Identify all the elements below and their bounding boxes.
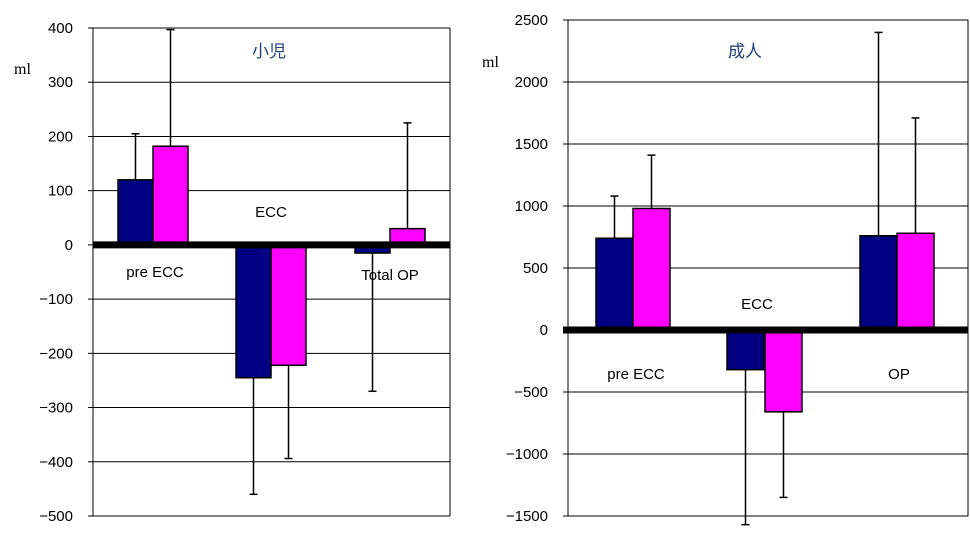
- y-tick-label: 0: [65, 237, 73, 254]
- bar: [764, 329, 803, 413]
- y-tick-label: 500: [523, 260, 548, 277]
- bar: [595, 237, 634, 331]
- y-tick-label: 300: [48, 74, 73, 91]
- category-label: ECC: [741, 296, 773, 313]
- y-tick-label: −400: [39, 454, 73, 471]
- bar: [270, 244, 307, 367]
- category-label: Total OP: [361, 267, 419, 284]
- bar: [859, 235, 898, 331]
- chart-title: 小児: [252, 42, 286, 62]
- bar: [726, 329, 765, 371]
- chart-title: 成人: [728, 42, 762, 62]
- category-label: ECC: [255, 204, 287, 221]
- y-axis-unit-label: ml: [482, 54, 499, 71]
- y-tick-label: 2000: [515, 74, 548, 91]
- y-tick-label: −500: [39, 508, 73, 525]
- y-tick-label: 2500: [515, 12, 548, 29]
- y-tick-label: −200: [39, 345, 73, 362]
- category-label: OP: [888, 366, 910, 383]
- bar: [152, 145, 189, 246]
- category-label: pre ECC: [607, 366, 665, 383]
- y-tick-label: −1000: [506, 446, 548, 463]
- bar: [235, 244, 272, 379]
- chart-panel-children: −500 −400 −300 −200 −100 0 100 200 300 400 pre ECC…: [14, 20, 451, 525]
- y-tick-label: −500: [514, 384, 548, 401]
- y-tick-label: −300: [39, 400, 73, 417]
- bar: [896, 232, 935, 331]
- y-tick-label: 100: [48, 183, 73, 200]
- chart-panel-adults: −1500 −1000 −500 0 500 1000 1500 2000 2500 pre EC…: [482, 12, 969, 526]
- y-tick-label: 1000: [515, 198, 548, 215]
- y-axis-unit-label: ml: [14, 61, 31, 78]
- bar: [117, 179, 154, 246]
- y-tick-label: 400: [48, 20, 73, 37]
- bar: [632, 207, 671, 331]
- category-label: pre ECC: [126, 264, 184, 281]
- y-tick-label: −100: [39, 291, 73, 308]
- y-tick-label: 1500: [515, 136, 548, 153]
- y-tick-label: −1500: [506, 508, 548, 525]
- y-tick-label: 200: [48, 128, 73, 145]
- y-tick-label: 0: [540, 322, 548, 339]
